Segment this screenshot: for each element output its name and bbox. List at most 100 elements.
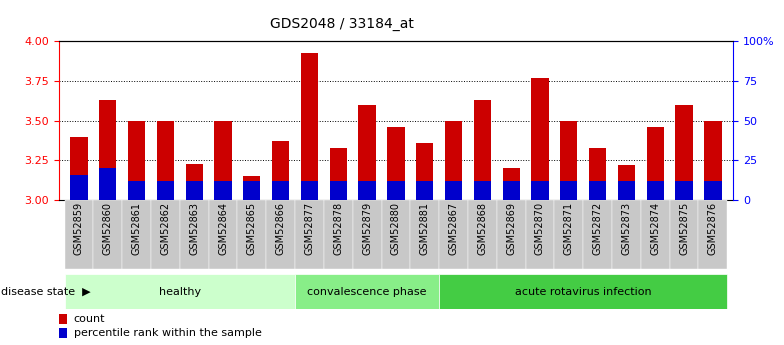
- Bar: [670, 200, 699, 269]
- Text: GSM52859: GSM52859: [74, 202, 84, 255]
- Text: GSM52880: GSM52880: [391, 202, 401, 255]
- Bar: [186, 164, 203, 200]
- Bar: [439, 274, 728, 309]
- Bar: [71, 137, 88, 200]
- Bar: [238, 200, 267, 269]
- Bar: [503, 168, 520, 200]
- Text: GSM52861: GSM52861: [132, 202, 142, 255]
- Bar: [64, 274, 295, 309]
- Bar: [445, 181, 463, 200]
- Bar: [647, 127, 664, 200]
- Bar: [704, 121, 721, 200]
- Bar: [474, 100, 491, 200]
- Bar: [704, 181, 721, 200]
- Text: GSM52865: GSM52865: [247, 202, 257, 255]
- Bar: [186, 181, 203, 200]
- Bar: [532, 181, 549, 200]
- Bar: [64, 200, 93, 269]
- Bar: [157, 181, 174, 200]
- Bar: [99, 168, 117, 200]
- Bar: [93, 200, 122, 269]
- Bar: [387, 127, 405, 200]
- Bar: [410, 200, 439, 269]
- Bar: [439, 200, 468, 269]
- Bar: [214, 181, 232, 200]
- Bar: [151, 200, 180, 269]
- Bar: [497, 200, 525, 269]
- Bar: [243, 176, 260, 200]
- Bar: [99, 100, 117, 200]
- Bar: [267, 200, 295, 269]
- Text: GSM52860: GSM52860: [103, 202, 113, 255]
- Text: percentile rank within the sample: percentile rank within the sample: [74, 328, 262, 338]
- Bar: [560, 181, 578, 200]
- Text: GSM52866: GSM52866: [276, 202, 285, 255]
- Bar: [272, 141, 289, 200]
- Bar: [612, 200, 641, 269]
- Text: GSM52873: GSM52873: [622, 202, 631, 255]
- Bar: [301, 52, 318, 200]
- Text: GSM52874: GSM52874: [650, 202, 660, 255]
- Bar: [675, 181, 693, 200]
- Bar: [157, 121, 174, 200]
- Bar: [71, 175, 88, 200]
- Bar: [554, 200, 583, 269]
- Bar: [324, 200, 353, 269]
- Bar: [353, 200, 382, 269]
- Text: GSM52871: GSM52871: [564, 202, 574, 255]
- Text: acute rotavirus infection: acute rotavirus infection: [515, 287, 652, 296]
- Bar: [416, 181, 434, 200]
- Bar: [214, 121, 232, 200]
- Text: GSM52877: GSM52877: [304, 202, 314, 255]
- Text: GSM52869: GSM52869: [506, 202, 516, 255]
- Bar: [468, 200, 497, 269]
- Bar: [295, 274, 439, 309]
- Bar: [474, 181, 491, 200]
- Bar: [589, 181, 606, 200]
- Bar: [583, 200, 612, 269]
- Bar: [641, 200, 670, 269]
- Bar: [295, 200, 324, 269]
- Text: GSM52864: GSM52864: [218, 202, 228, 255]
- Text: count: count: [74, 314, 105, 324]
- Text: GSM52868: GSM52868: [477, 202, 488, 255]
- Text: GDS2048 / 33184_at: GDS2048 / 33184_at: [270, 17, 414, 31]
- Bar: [503, 181, 520, 200]
- Bar: [560, 121, 578, 200]
- Bar: [525, 200, 554, 269]
- Bar: [387, 181, 405, 200]
- Text: GSM52872: GSM52872: [593, 202, 603, 255]
- Text: GSM52876: GSM52876: [708, 202, 718, 255]
- Bar: [59, 314, 67, 324]
- Bar: [272, 181, 289, 200]
- Bar: [382, 200, 410, 269]
- Text: GSM52867: GSM52867: [448, 202, 459, 255]
- Text: GSM52862: GSM52862: [161, 202, 170, 255]
- Bar: [180, 200, 209, 269]
- Text: convalescence phase: convalescence phase: [307, 287, 426, 296]
- Text: GSM52878: GSM52878: [333, 202, 343, 255]
- Bar: [329, 181, 347, 200]
- Bar: [128, 121, 145, 200]
- Text: GSM52863: GSM52863: [189, 202, 199, 255]
- Bar: [59, 328, 67, 338]
- Bar: [358, 105, 376, 200]
- Bar: [128, 181, 145, 200]
- Bar: [532, 78, 549, 200]
- Text: GSM52879: GSM52879: [362, 202, 372, 255]
- Bar: [445, 121, 463, 200]
- Bar: [618, 165, 635, 200]
- Bar: [618, 181, 635, 200]
- Bar: [243, 181, 260, 200]
- Text: GSM52881: GSM52881: [419, 202, 430, 255]
- Bar: [416, 143, 434, 200]
- Text: GSM52870: GSM52870: [535, 202, 545, 255]
- Text: healthy: healthy: [158, 287, 201, 296]
- Text: disease state  ▶: disease state ▶: [1, 287, 90, 296]
- Bar: [209, 200, 238, 269]
- Bar: [358, 181, 376, 200]
- Bar: [301, 181, 318, 200]
- Bar: [675, 105, 693, 200]
- Bar: [122, 200, 151, 269]
- Text: GSM52875: GSM52875: [679, 202, 689, 255]
